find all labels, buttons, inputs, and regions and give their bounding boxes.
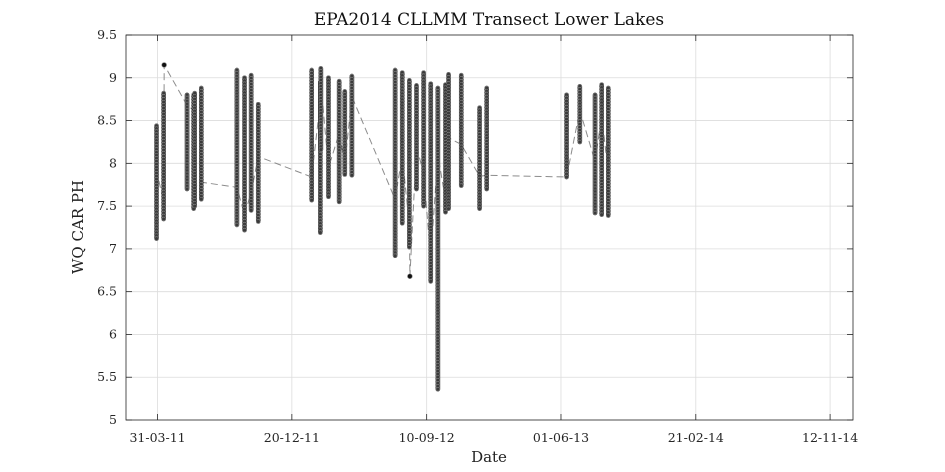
- profile: [161, 62, 167, 68]
- x-tick-labels: 31-03-11 20-12-11 10-09-12 01-06-13 21-02-14…: [129, 430, 858, 445]
- profile: [392, 67, 398, 259]
- data-point: [184, 186, 190, 192]
- profile: [458, 72, 464, 188]
- data-point: [242, 227, 247, 233]
- profile: [599, 82, 604, 217]
- y-tick-label: 9: [109, 70, 117, 85]
- data-point: [428, 279, 433, 284]
- data-point: [234, 222, 240, 228]
- y-tick-label: 9.5: [97, 27, 117, 42]
- profile: [154, 123, 159, 241]
- profile: [477, 105, 482, 211]
- x-tick-label: 01-06-13: [533, 430, 589, 445]
- plot-frame: [125, 34, 854, 421]
- y-axis-label: WQ CAR PH: [69, 180, 87, 274]
- data-point: [161, 62, 167, 68]
- profile: [484, 85, 490, 192]
- data-point: [192, 203, 197, 209]
- y-tick-label: 5.5: [97, 369, 117, 384]
- profile: [399, 70, 405, 226]
- y-tick-label: 8: [109, 155, 117, 170]
- tick-marks: [126, 34, 853, 421]
- data-point: [154, 236, 159, 241]
- profile: [255, 102, 261, 224]
- profile: [318, 66, 324, 152]
- profile: [198, 85, 204, 202]
- profile: [435, 85, 441, 392]
- y-tick-label: 5: [109, 412, 117, 427]
- data-point: [349, 173, 355, 178]
- profile: [421, 70, 426, 209]
- profile: [446, 72, 451, 211]
- profile: [428, 81, 434, 284]
- data-point: [256, 219, 261, 224]
- data-point: [400, 221, 405, 226]
- data-point: [421, 203, 426, 209]
- data-point: [443, 209, 448, 215]
- profile: [161, 90, 166, 222]
- profile: [326, 75, 331, 199]
- x-tick-label: 20-12-11: [264, 430, 320, 445]
- y-tick-label: 6.5: [97, 284, 117, 299]
- profile: [342, 89, 348, 177]
- profile: [407, 78, 412, 250]
- data-point: [599, 212, 604, 217]
- data-point: [407, 244, 412, 250]
- profile: [349, 73, 355, 178]
- profile: [407, 273, 413, 279]
- data-point: [414, 186, 419, 192]
- data-point: [484, 186, 489, 192]
- profile: [605, 85, 611, 218]
- profile: [414, 83, 419, 192]
- y-tick-label: 6: [109, 326, 117, 341]
- data-point: [446, 206, 451, 211]
- data-point: [564, 174, 569, 180]
- data-point: [435, 387, 441, 392]
- data-point: [477, 206, 482, 211]
- y-tick-label: 8.5: [97, 113, 117, 128]
- profile: [248, 72, 254, 213]
- data-point: [606, 213, 611, 218]
- profile: [564, 92, 569, 180]
- data-point: [342, 172, 347, 177]
- profile: [592, 92, 598, 216]
- profile: [234, 67, 240, 228]
- x-tick-label: 10-09-12: [399, 430, 455, 445]
- data-point: [248, 208, 254, 213]
- x-tick-label: 31-03-11: [129, 430, 185, 445]
- profile: [242, 75, 247, 233]
- y-tick-label: 7: [109, 241, 117, 256]
- data-point: [318, 230, 323, 235]
- data-point: [161, 216, 166, 222]
- profile: [184, 92, 190, 192]
- x-axis-label: Date: [471, 448, 507, 466]
- y-tick-label: 7.5: [97, 198, 117, 213]
- data-point: [407, 273, 413, 279]
- y-tick-labels: 5 5.5 6 6.5 7 7.5 8 8.5 9 9.5: [97, 27, 117, 427]
- profile: [309, 67, 314, 203]
- data-point: [592, 210, 598, 216]
- x-tick-label: 12-11-14: [802, 430, 858, 445]
- chart-title: EPA2014 CLLMM Transect Lower Lakes: [314, 10, 664, 30]
- profile: [336, 78, 342, 205]
- data-point: [318, 147, 324, 152]
- series-markers: [154, 62, 611, 392]
- profile: [577, 84, 583, 145]
- plot-area: [126, 35, 853, 420]
- data-point: [392, 253, 398, 258]
- data-point: [199, 197, 204, 202]
- data-point: [577, 139, 583, 145]
- data-point: [336, 199, 342, 205]
- data-point: [309, 197, 314, 203]
- profile: [192, 90, 197, 209]
- x-tick-label: 21-02-14: [668, 430, 724, 445]
- data-point: [326, 194, 331, 199]
- data-point: [459, 183, 464, 188]
